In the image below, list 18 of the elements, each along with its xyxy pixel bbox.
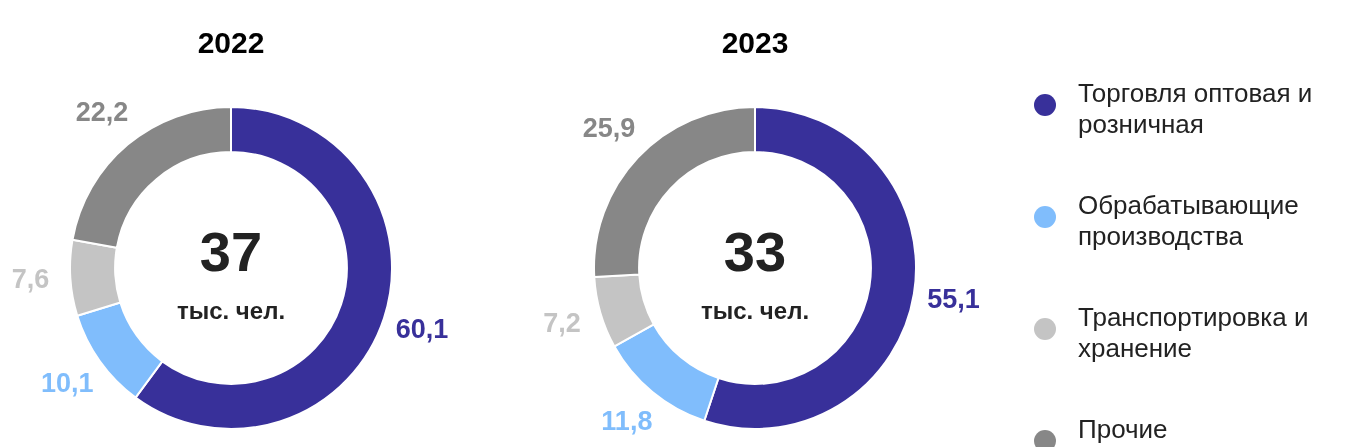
data-label: 55,1 — [927, 283, 980, 314]
data-label: 22,2 — [75, 97, 129, 128]
legend-label: Торговля оптовая и розничная — [1078, 78, 1314, 140]
data-label: 7,6 — [11, 264, 50, 295]
legend-label: Обрабатывающие производства — [1078, 190, 1300, 252]
data-label: 7,2 — [543, 307, 581, 338]
data-label: 60,1 — [395, 314, 449, 345]
text: 33 — [723, 220, 787, 284]
data-label: 25,9 — [582, 113, 636, 144]
data-label: 11,8 — [601, 406, 653, 437]
legend-label: Транспортировка и хранение — [1078, 302, 1310, 364]
text: тыс. чел. — [176, 296, 286, 324]
text: тыс. чел. — [700, 296, 810, 324]
legend-label: Прочие — [1078, 414, 1169, 445]
chart-title: 2023 — [721, 26, 789, 60]
text: 37 — [199, 220, 263, 284]
chart-title: 2022 — [197, 26, 265, 60]
data-label: 10,1 — [41, 368, 94, 399]
